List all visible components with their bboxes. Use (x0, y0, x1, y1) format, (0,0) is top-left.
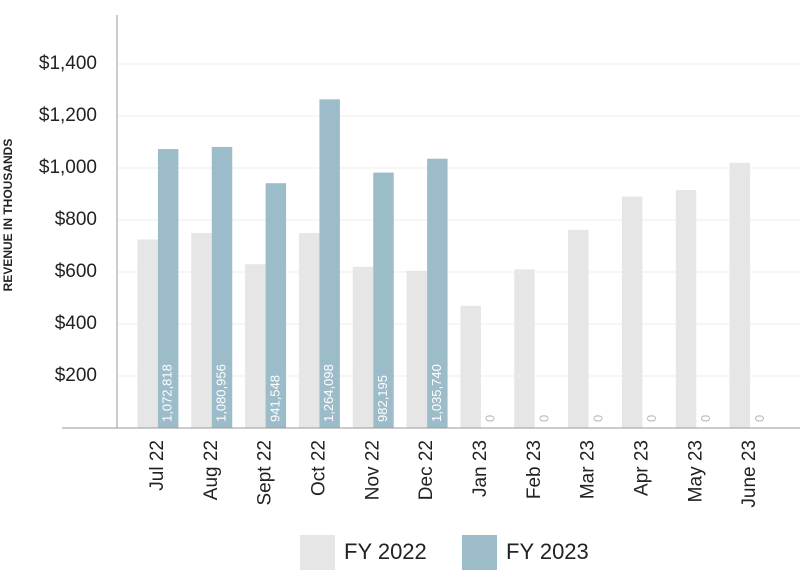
value-label: 0 (483, 415, 498, 422)
x-tick-label: Mar 23 (578, 440, 599, 499)
bar (191, 233, 212, 428)
legend-swatch (300, 535, 335, 570)
bar (211, 146, 233, 428)
x-tick-label: June 23 (739, 440, 760, 508)
bar (265, 183, 287, 428)
value-label: 0 (752, 415, 767, 422)
x-tick-label: Apr 23 (631, 440, 652, 496)
legend-swatch (462, 535, 497, 570)
y-axis-title: REVENUE IN THOUSANDS (1, 139, 15, 292)
bar (406, 270, 428, 428)
bar (427, 158, 448, 429)
y-tick-label: $800 (55, 209, 97, 230)
x-tick-label: Dec 22 (416, 440, 437, 500)
bar (568, 229, 589, 428)
bar (298, 233, 320, 428)
bar (514, 269, 535, 428)
bar (675, 190, 697, 428)
x-tick-label: May 23 (685, 440, 706, 502)
value-label: 1,072,818 (160, 364, 175, 422)
bar (729, 162, 751, 429)
y-tick-label: $1,200 (39, 105, 97, 126)
value-label: 982,195 (375, 375, 390, 422)
bar (621, 196, 643, 428)
bar (460, 305, 481, 428)
value-label: 0 (698, 415, 713, 422)
value-label: 0 (536, 415, 551, 422)
value-label: 1,035,740 (429, 364, 444, 422)
x-tick-label: Nov 22 (362, 440, 383, 500)
x-tick-label: Sept 22 (255, 440, 276, 506)
x-tick-label: Oct 22 (308, 440, 329, 496)
bar (157, 149, 179, 428)
y-tick-label: $1,000 (39, 157, 97, 178)
value-label: 1,264,098 (321, 364, 336, 422)
legend-label: FY 2023 (506, 539, 589, 564)
bar (319, 99, 340, 428)
x-tick-label: Jan 23 (470, 440, 491, 497)
y-tick-label: $600 (55, 261, 97, 282)
value-label: 0 (590, 415, 605, 422)
value-label: 1,080,956 (213, 364, 228, 422)
bar (352, 266, 374, 428)
value-label: 941,548 (267, 375, 282, 422)
y-tick-label: $1,400 (39, 53, 97, 74)
bar (137, 239, 158, 428)
x-tick-label: Jul 22 (147, 440, 168, 491)
bar (245, 264, 266, 428)
x-tick-label: Feb 23 (524, 440, 545, 499)
legend-label: FY 2022 (344, 539, 427, 564)
bar (373, 172, 394, 428)
x-tick-label: Aug 22 (201, 440, 222, 500)
y-tick-label: $200 (55, 365, 97, 386)
value-label: 0 (644, 415, 659, 422)
y-tick-label: $400 (55, 313, 97, 334)
